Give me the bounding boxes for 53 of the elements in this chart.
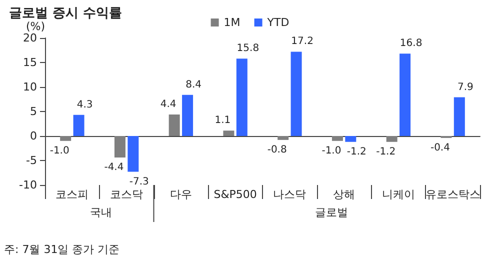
data-label: -7.3 xyxy=(129,176,149,188)
data-label: 7.9 xyxy=(457,82,474,93)
y-axis-title: (%) xyxy=(26,20,45,33)
data-label: -4.4 xyxy=(104,162,124,174)
data-label: 4.4 xyxy=(160,98,176,110)
data-label: -1.2 xyxy=(376,146,396,158)
legend-label: 1M xyxy=(224,16,240,29)
text: 글로벌 xyxy=(315,206,348,219)
y-tick-label: 0 xyxy=(30,130,37,142)
x-tick-label: 상해 xyxy=(333,188,356,201)
data-label: 15.8 xyxy=(236,43,260,54)
bar xyxy=(278,136,289,140)
data-label: -1.2 xyxy=(346,146,366,158)
bar xyxy=(128,136,139,172)
x-tick-label: 코스피 xyxy=(56,188,89,201)
y-tick-label: 10 xyxy=(23,80,37,94)
text: 주: 7월 31일 종가 기준 xyxy=(4,243,120,256)
legend-label: YTD xyxy=(266,16,290,29)
chart-title: 글로벌 증시 수익률 xyxy=(9,6,122,21)
data-label: -0.8 xyxy=(267,144,287,156)
data-label: -0.4 xyxy=(430,142,450,154)
bar xyxy=(223,130,234,136)
bar xyxy=(454,97,465,136)
data-label: 17.2 xyxy=(291,36,314,48)
bar xyxy=(168,114,180,136)
data-label: 8.4 xyxy=(186,79,202,90)
bar xyxy=(60,136,72,141)
x-tick-label: 유로스탁스 xyxy=(425,188,480,201)
bar xyxy=(386,136,398,142)
bar xyxy=(400,54,411,136)
bar xyxy=(345,136,356,142)
bar xyxy=(290,52,302,136)
data-label: -1.0 xyxy=(50,145,70,156)
x-tick-label: 코스닥 xyxy=(110,188,144,201)
data-label: 1.1 xyxy=(214,115,231,126)
x-tick-label: 다우 xyxy=(170,188,192,201)
y-tick-label: -10 xyxy=(19,178,37,192)
data-label: 16.8 xyxy=(400,38,422,50)
bar xyxy=(182,94,194,136)
data-label: 4.3 xyxy=(76,99,93,110)
data-label: -1.0 xyxy=(322,145,342,156)
bar xyxy=(236,58,248,136)
bar xyxy=(114,136,126,158)
bar xyxy=(73,114,84,136)
x-tick-label: S&P500 xyxy=(214,188,257,201)
y-tick-label: 20 xyxy=(23,32,37,44)
y-tick-label: -5 xyxy=(26,154,37,167)
bar xyxy=(332,136,343,141)
x-tick-label: 나스닥 xyxy=(273,188,306,201)
y-tick-label: 15 xyxy=(23,56,37,69)
y-tick-label: 5 xyxy=(30,105,37,118)
text: 국내 xyxy=(90,206,112,219)
x-tick-label: 니케이 xyxy=(382,188,415,201)
